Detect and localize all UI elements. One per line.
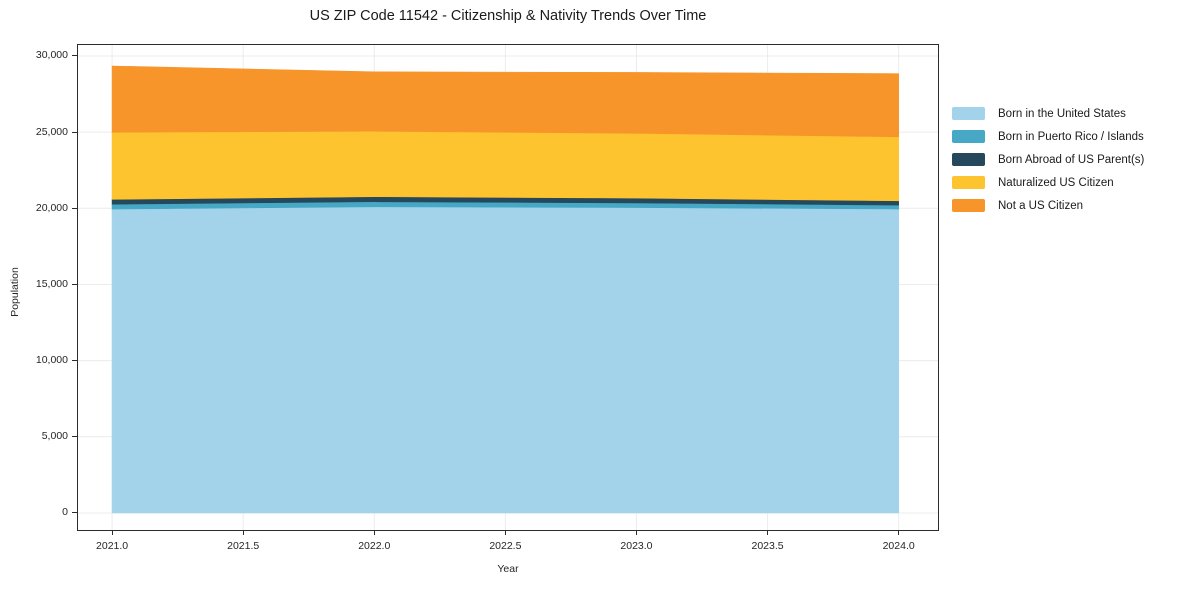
area-not-a-us-citizen: [111, 65, 899, 138]
y-tick-mark: [72, 436, 77, 438]
legend-swatch-icon: [952, 130, 985, 143]
y-tick-label: 5,000: [41, 430, 68, 443]
x-axis-label: Year: [497, 563, 519, 575]
y-tick-mark: [72, 360, 77, 362]
x-tick-mark: [242, 531, 244, 535]
x-tick-label: 2023.5: [751, 540, 784, 552]
x-tick-label: 2022.0: [358, 540, 391, 552]
legend-swatch-icon: [952, 176, 985, 189]
legend-label: Naturalized US Citizen: [998, 176, 1114, 189]
x-tick-mark: [111, 531, 113, 535]
legend-label: Born in the United States: [998, 107, 1126, 120]
area-born-in-the-united-states: [111, 206, 899, 514]
legend-item-born-abroad-of-us-parent-s: Born Abroad of US Parent(s): [952, 148, 1144, 171]
legend-item-not-a-us-citizen: Not a US Citizen: [952, 194, 1144, 217]
legend-item-naturalized-us-citizen: Naturalized US Citizen: [952, 171, 1144, 194]
y-tick-label: 15,000: [35, 277, 68, 290]
y-tick-mark: [72, 283, 77, 285]
x-tick-label: 2023.0: [620, 540, 653, 552]
y-tick-label: 20,000: [35, 201, 68, 214]
x-tick-mark: [504, 531, 506, 535]
x-tick-label: 2021.5: [227, 540, 260, 552]
legend-label: Born in Puerto Rico / Islands: [998, 130, 1144, 143]
x-tick-mark: [767, 531, 769, 535]
legend-swatch-icon: [952, 107, 985, 120]
y-tick-label: 30,000: [35, 49, 68, 62]
y-tick-mark: [72, 207, 77, 209]
legend-label: Not a US Citizen: [998, 199, 1084, 212]
x-tick-label: 2021.0: [96, 540, 129, 552]
y-tick-mark: [72, 512, 77, 514]
stacked-area-plot: [78, 45, 938, 530]
y-tick-label: 25,000: [35, 125, 68, 138]
legend-label: Born Abroad of US Parent(s): [998, 153, 1145, 166]
legend-swatch-icon: [952, 199, 985, 212]
y-tick-label: 10,000: [35, 354, 68, 367]
y-tick-mark: [72, 55, 77, 57]
legend-item-born-in-the-united-states: Born in the United States: [952, 102, 1144, 125]
chart-title: US ZIP Code 11542 - Citizenship & Nativi…: [309, 8, 707, 24]
legend-swatch-icon: [952, 153, 985, 166]
x-tick-mark: [898, 531, 900, 535]
x-tick-label: 2022.5: [489, 540, 522, 552]
x-tick-mark: [373, 531, 375, 535]
y-axis-label: Population: [9, 267, 21, 317]
x-tick-label: 2024.0: [882, 540, 915, 552]
legend: Born in the United States Born in Puerto …: [952, 102, 1144, 217]
area-naturalized-us-citizen: [111, 130, 899, 202]
y-tick-mark: [72, 131, 77, 133]
x-tick-mark: [635, 531, 637, 535]
legend-item-born-in-puerto-rico-islands: Born in Puerto Rico / Islands: [952, 125, 1144, 148]
y-tick-label: 0: [62, 506, 68, 519]
